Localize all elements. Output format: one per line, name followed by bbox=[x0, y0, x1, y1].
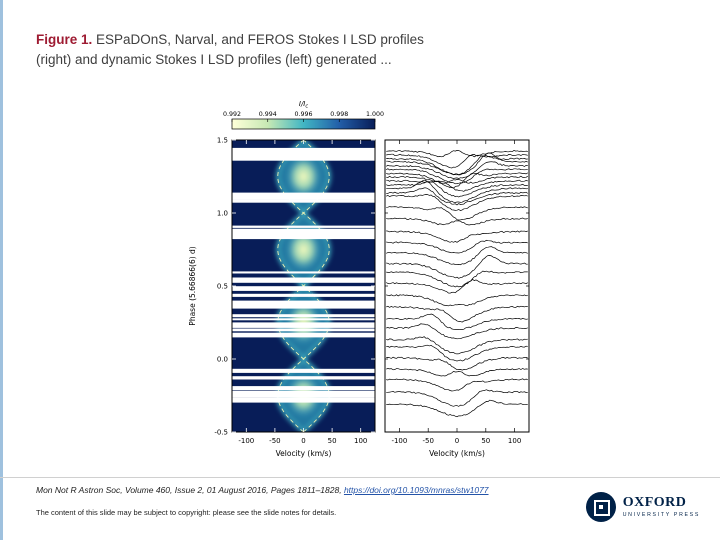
footer-divider bbox=[0, 477, 720, 478]
svg-text:-100: -100 bbox=[238, 437, 254, 445]
oup-logo-icon bbox=[585, 492, 616, 522]
oup-logo-square-inner bbox=[598, 505, 603, 509]
lsd-profiles-panel: -100 -50 0 50 100 Velocity (km/s) bbox=[384, 139, 530, 458]
svg-text:100: 100 bbox=[354, 437, 367, 445]
left-xlabel: Velocity (km/s) bbox=[276, 449, 332, 458]
svg-text:-0.5: -0.5 bbox=[214, 429, 228, 437]
oup-logo-subname: UNIVERSITY PRESS bbox=[622, 512, 700, 518]
svg-text:50: 50 bbox=[481, 437, 490, 445]
copyright-note: The content of this slide may be subject… bbox=[36, 508, 337, 517]
svg-text:0.998: 0.998 bbox=[330, 111, 348, 118]
observation-gap-stripes bbox=[232, 147, 375, 403]
dashed-sinusoid-outline bbox=[277, 140, 330, 432]
svg-text:1.000: 1.000 bbox=[366, 111, 384, 118]
svg-text:0.994: 0.994 bbox=[259, 111, 277, 118]
svg-text:1.0: 1.0 bbox=[217, 210, 228, 218]
figure-number-label: Figure 1. bbox=[36, 32, 93, 47]
right-xlabel: Velocity (km/s) bbox=[429, 449, 485, 458]
svg-text:-50: -50 bbox=[269, 437, 280, 445]
svg-text:50: 50 bbox=[328, 437, 337, 445]
slide-title: Figure 1. ESPaDOnS, Narval, and FEROS St… bbox=[36, 30, 536, 69]
citation: Mon Not R Astron Soc, Volume 460, Issue … bbox=[36, 485, 606, 495]
doi-link[interactable]: https://doi.org/10.1093/mnras/stw1077 bbox=[343, 485, 489, 495]
title-line1: Figure 1. ESPaDOnS, Narval, and FEROS St… bbox=[36, 30, 536, 50]
profile-lines bbox=[386, 150, 529, 418]
svg-text:-100: -100 bbox=[391, 437, 407, 445]
left-ylabel: Phase (5.66866(6) d) bbox=[188, 246, 197, 325]
svg-text:0.5: 0.5 bbox=[217, 283, 228, 291]
svg-text:0.996: 0.996 bbox=[294, 111, 312, 118]
svg-text:0.992: 0.992 bbox=[223, 111, 241, 118]
oup-logo-square-outer bbox=[593, 500, 610, 516]
oup-logo-name: OXFORD bbox=[622, 495, 687, 510]
svg-text:1.5: 1.5 bbox=[217, 137, 228, 145]
citation-text: Mon Not R Astron Soc, Volume 460, Issue … bbox=[36, 485, 344, 495]
figure: 0.992 0.994 0.996 0.998 1.000 I/Ic -100 -50 0 50 1… bbox=[183, 96, 539, 468]
left-accent-bar bbox=[0, 0, 3, 540]
dynamic-spectrum-panel: -100 -50 0 50 100 1.5 1.0 0.5 0.0 -0.5 Velocity (k… bbox=[188, 137, 376, 458]
svg-text:0: 0 bbox=[301, 437, 305, 445]
title-line1-text: ESPaDOnS, Narval, and FEROS Stokes I LSD… bbox=[92, 32, 424, 47]
svg-text:-50: -50 bbox=[422, 437, 433, 445]
svg-text:100: 100 bbox=[508, 437, 521, 445]
colorbar: 0.992 0.994 0.996 0.998 1.000 I/Ic bbox=[223, 100, 384, 130]
oup-logo: OXFORD UNIVERSITY PRESS bbox=[585, 492, 700, 522]
svg-text:0: 0 bbox=[455, 437, 459, 445]
figure-svg: 0.992 0.994 0.996 0.998 1.000 I/Ic -100 -50 0 50 1… bbox=[188, 100, 530, 458]
svg-text:0.0: 0.0 bbox=[217, 356, 228, 364]
colorbar-label: I/Ic bbox=[299, 100, 309, 110]
oup-logo-text: OXFORD UNIVERSITY PRESS bbox=[622, 495, 700, 519]
title-line2: (right) and dynamic Stokes I LSD profile… bbox=[36, 51, 392, 67]
